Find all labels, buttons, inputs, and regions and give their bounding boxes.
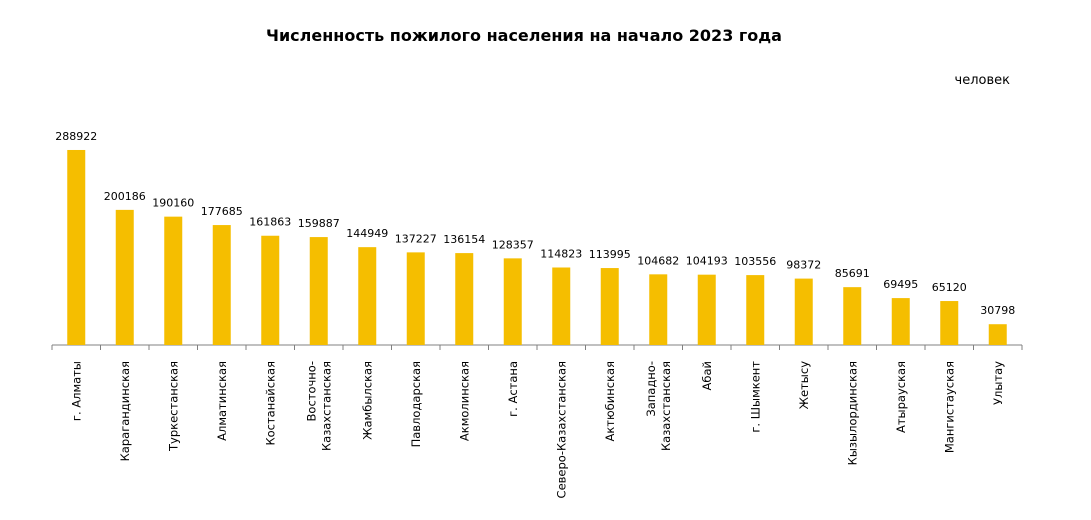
x-tick-label-line: Атырауская bbox=[894, 361, 908, 433]
x-tick-label-line: Акмолинская bbox=[457, 361, 471, 441]
x-tick-label-line: Костанайская bbox=[263, 361, 277, 446]
data-label: 103556 bbox=[734, 255, 776, 268]
x-tick-label-line: г. Алматы bbox=[69, 361, 83, 421]
bar bbox=[794, 278, 813, 345]
x-tick-label: Туркестанская bbox=[166, 361, 180, 452]
bar bbox=[67, 149, 86, 345]
data-label: 161863 bbox=[249, 216, 291, 229]
bar bbox=[164, 216, 183, 345]
bar bbox=[600, 268, 619, 345]
x-tick-label-line: Жетысу bbox=[797, 361, 811, 410]
bar bbox=[261, 235, 280, 345]
data-label: 288922 bbox=[55, 130, 97, 143]
data-label: 177685 bbox=[201, 205, 243, 218]
x-tick-label: Абай bbox=[700, 361, 714, 390]
bar bbox=[746, 275, 765, 345]
data-label: 65120 bbox=[932, 281, 967, 294]
x-tick-label: Костанайская bbox=[263, 361, 277, 446]
x-tick-label-line: Восточно- bbox=[304, 361, 318, 421]
x-tick-label: г. Алматы bbox=[69, 361, 83, 421]
x-tick-label-line: Туркестанская bbox=[166, 361, 180, 452]
x-tick-label-line: Казахстанская bbox=[659, 361, 673, 451]
x-tick-label: Жетысу bbox=[797, 361, 811, 410]
data-label: 69495 bbox=[883, 278, 918, 291]
data-label: 136154 bbox=[443, 233, 485, 246]
x-tick-label-line: Мангистауская bbox=[942, 361, 956, 453]
data-label: 104682 bbox=[637, 254, 679, 267]
x-tick-label: Павлодарская bbox=[409, 361, 423, 447]
x-tick-label-line: Павлодарская bbox=[409, 361, 423, 447]
data-label: 159887 bbox=[298, 217, 340, 230]
chart-title: Численность пожилого населения на начало… bbox=[266, 26, 782, 45]
x-tick-label: Северо-Казахстанская bbox=[554, 361, 568, 498]
x-tick-label: Восточно- Казахстанская bbox=[304, 361, 333, 451]
x-tick-label-line: г. Шымкент bbox=[748, 361, 762, 433]
data-label: 98372 bbox=[786, 259, 821, 272]
bar bbox=[309, 237, 328, 345]
data-label: 144949 bbox=[346, 227, 388, 240]
x-tick-label: г. Шымкент bbox=[748, 361, 762, 433]
x-tick-label: г. Астана bbox=[506, 361, 520, 417]
x-tick-label: Мангистауская bbox=[942, 361, 956, 453]
x-tick-label-line: Кызылординская bbox=[845, 361, 859, 465]
x-tick-label-line: Алматинская bbox=[215, 361, 229, 441]
data-label: 190160 bbox=[152, 197, 194, 210]
data-label: 200186 bbox=[104, 190, 146, 203]
x-tick-label-line: г. Астана bbox=[506, 361, 520, 417]
x-tick-label-line: Актюбинская bbox=[603, 361, 617, 442]
bar bbox=[358, 247, 377, 345]
x-tick-label: Атырауская bbox=[894, 361, 908, 433]
x-tick-label-line: Абай bbox=[700, 361, 714, 390]
bar bbox=[212, 225, 231, 345]
data-label: 114823 bbox=[540, 247, 582, 260]
x-tick-label: Кызылординская bbox=[845, 361, 859, 465]
bar bbox=[940, 301, 959, 345]
bar bbox=[406, 252, 425, 345]
data-label: 85691 bbox=[835, 267, 870, 280]
plot-area: 288922 г. Алматы 200186 Карагандинская 19016… bbox=[51, 130, 1023, 498]
x-tick-label-line: Жамбылская bbox=[360, 361, 374, 440]
bar bbox=[552, 267, 571, 345]
bar bbox=[503, 258, 522, 345]
x-tick-label: Карагандинская bbox=[118, 361, 132, 461]
x-tick-label: Алматинская bbox=[215, 361, 229, 441]
x-tick-label-line: Северо-Казахстанская bbox=[554, 361, 568, 498]
bar bbox=[649, 274, 668, 345]
x-tick-label-line: Улытау bbox=[991, 361, 1005, 405]
data-label: 137227 bbox=[395, 232, 437, 245]
x-tick-label-line: Западно- bbox=[644, 361, 658, 417]
x-tick-label: Жамбылская bbox=[360, 361, 374, 440]
data-label: 128357 bbox=[492, 238, 534, 251]
x-tick-label: Актюбинская bbox=[603, 361, 617, 442]
data-label: 113995 bbox=[589, 248, 631, 261]
x-tick-label-line: Казахстанская bbox=[319, 361, 333, 451]
bar bbox=[843, 287, 862, 345]
x-tick-label: Западно- Казахстанская bbox=[644, 361, 673, 451]
data-label: 104193 bbox=[686, 255, 728, 268]
data-label: 30798 bbox=[980, 304, 1015, 317]
x-tick-label: Акмолинская bbox=[457, 361, 471, 441]
bar bbox=[455, 253, 474, 345]
bar bbox=[891, 298, 910, 345]
bar bbox=[115, 209, 134, 345]
x-tick-label-line: Карагандинская bbox=[118, 361, 132, 461]
bar bbox=[697, 274, 716, 345]
unit-label: человек bbox=[955, 73, 1011, 88]
x-tick-label: Улытау bbox=[991, 361, 1005, 405]
bar bbox=[988, 324, 1007, 345]
